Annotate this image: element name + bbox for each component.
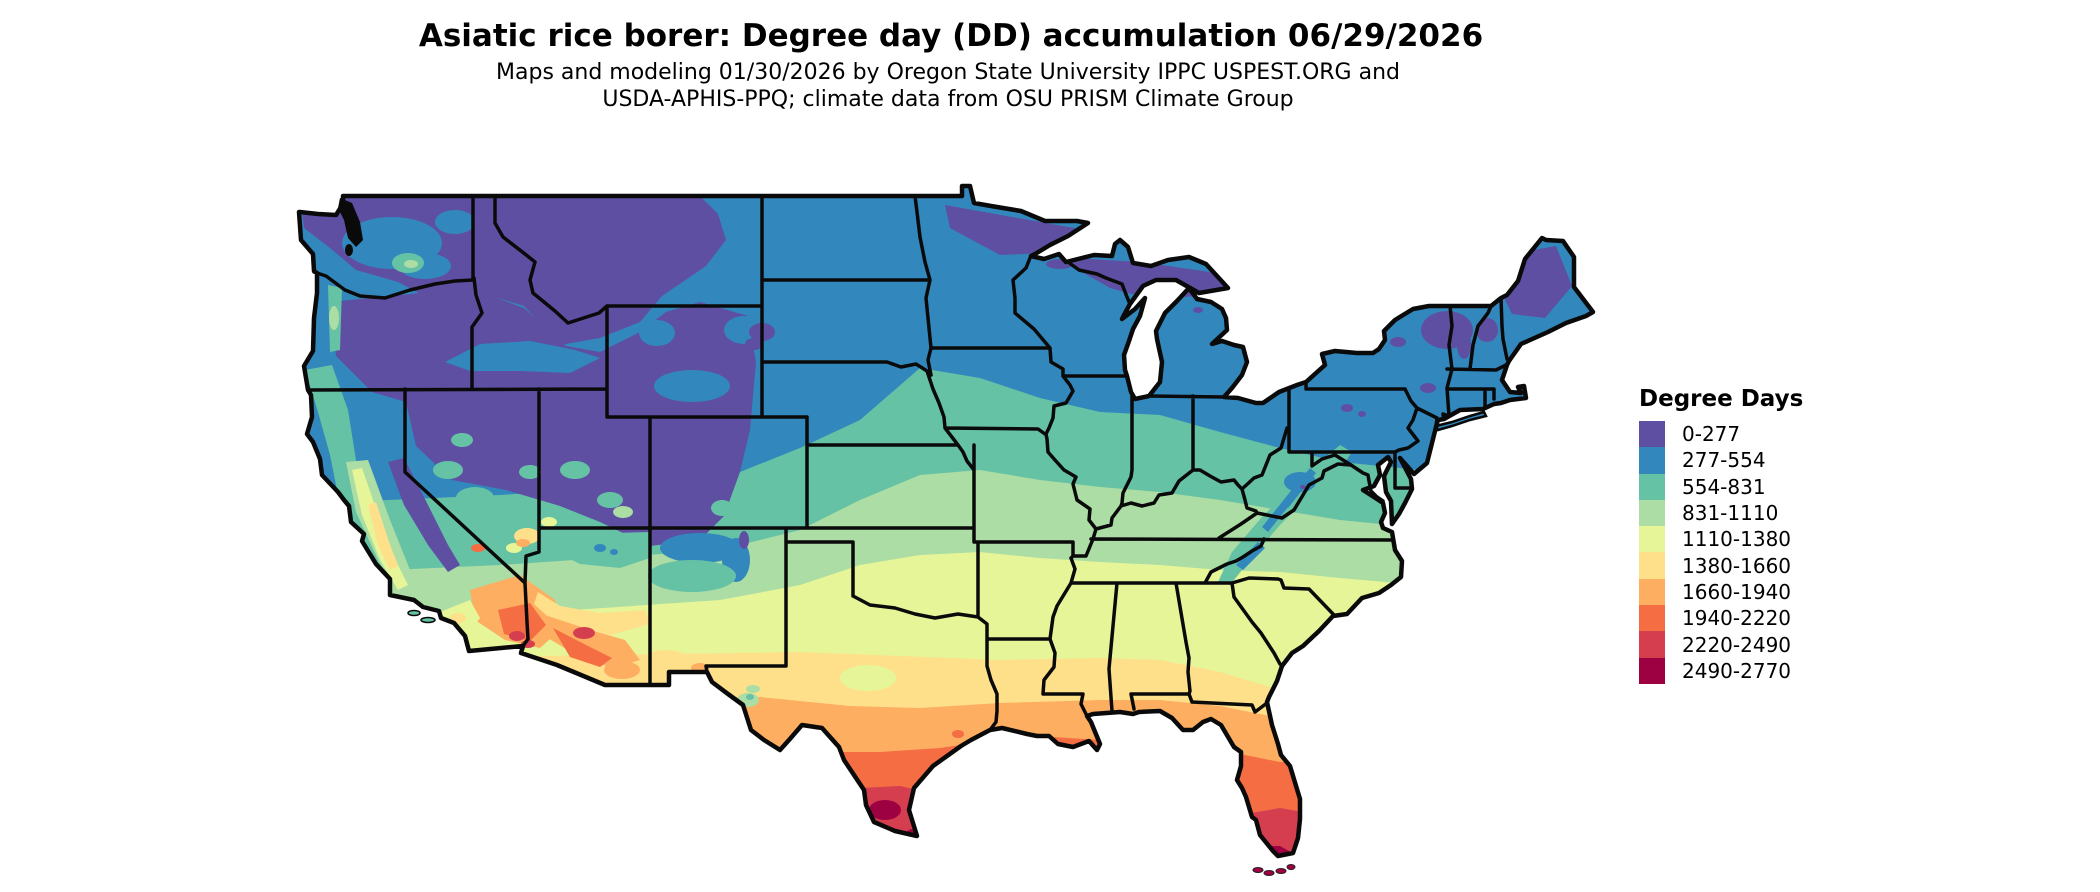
- legend-item: 1110-1380: [1639, 526, 1803, 553]
- legend-title: Degree Days: [1639, 386, 1804, 412]
- tug-hill: [1390, 337, 1406, 347]
- legend-item: 1660-1940: [1639, 578, 1803, 606]
- guadalupe-mtns: [746, 685, 760, 693]
- degree-day-raster: [299, 186, 1593, 856]
- nv-valley-5: [451, 433, 473, 447]
- legend-swatch-1110-1380: [1639, 526, 1665, 553]
- flagstaff-cold: [594, 544, 606, 552]
- band-2220-2490: [299, 786, 1593, 856]
- legend-label: 2220-2490: [1682, 632, 1792, 657]
- ut-valley-1: [560, 461, 590, 479]
- bighorn-basin: [639, 320, 675, 346]
- nv-valley-3: [493, 506, 523, 524]
- puget-sound-south: [345, 244, 353, 256]
- socal-inland: [450, 613, 466, 623]
- long-island: [1434, 410, 1488, 432]
- mogollon-rim: [580, 566, 650, 590]
- legend: Degree Days 0-277 277-554 554-831 831-11…: [1639, 386, 1803, 684]
- state-borders: [306, 194, 1509, 732]
- catskills: [1420, 383, 1436, 393]
- legend-item: 277-554: [1639, 447, 1803, 474]
- legend-swatch-2490-2770: [1639, 657, 1665, 684]
- nm-sw-warm: [644, 650, 688, 670]
- virgin-river-hot: [516, 539, 530, 547]
- legend-label: 1110-1380: [1682, 527, 1792, 552]
- wyoming-basin: [654, 370, 730, 402]
- nm-north-mtns: [660, 533, 740, 563]
- nv-valley-1: [433, 461, 463, 479]
- legend-swatch-831-1110: [1639, 499, 1665, 527]
- channel-island-1: [407, 609, 421, 617]
- subtitle-line-1: Maps and modeling 01/30/2026 by Oregon S…: [496, 60, 1400, 85]
- legend-swatch-554-831: [1639, 473, 1665, 500]
- nm-highlands: [648, 560, 736, 592]
- hot-spot-rio-grande: [869, 800, 901, 820]
- legend-swatch-2220-2490: [1639, 631, 1665, 658]
- snake-river-plain: [445, 341, 600, 373]
- se-az-warm: [604, 661, 640, 679]
- legend-label: 1380-1660: [1682, 553, 1792, 578]
- legend-label: 1940-2220: [1682, 606, 1792, 631]
- legend-item: 2490-2770: [1639, 657, 1803, 684]
- az-desert: [545, 615, 640, 668]
- ut-canyon: [613, 506, 633, 518]
- ut-valley-2: [597, 492, 623, 508]
- legend-label: 1660-1940: [1682, 579, 1792, 604]
- nv-valley-4: [519, 465, 541, 479]
- davis-core: [746, 694, 754, 700]
- death-valley: [471, 544, 485, 552]
- legend-label: 277-554: [1682, 448, 1766, 473]
- st-george: [541, 517, 557, 527]
- san-luis-valley: [711, 500, 733, 516]
- legend-label: 2490-2770: [1682, 658, 1792, 683]
- legend-item: 1940-2220: [1639, 605, 1803, 632]
- houston-hot: [952, 730, 964, 738]
- legend-label: 831-1110: [1682, 501, 1779, 526]
- florida-keys: [1252, 864, 1296, 876]
- willamette-core: [329, 306, 339, 330]
- pa-plateau-cold-1: [1341, 404, 1353, 412]
- okanogan-valley: [435, 210, 475, 234]
- low-desert: [498, 603, 546, 641]
- blue-ridge-streak-2: [1282, 468, 1316, 508]
- legend-swatch-1940-2220: [1639, 605, 1665, 632]
- nv-valley-2: [456, 487, 494, 509]
- puget-sound: [338, 198, 363, 247]
- legend-swatch-0-277: [1639, 421, 1665, 448]
- legend-item: 2220-2490: [1639, 631, 1803, 658]
- az-hot-core: [553, 628, 612, 667]
- channel-island-2: [420, 616, 436, 624]
- sierra-nevada: [388, 458, 460, 572]
- legend-item: 0-277: [1639, 421, 1803, 448]
- legend-swatch-277-554: [1639, 447, 1665, 474]
- edwards-plateau: [840, 665, 896, 691]
- page-title: Asiatic rice borer: Degree day (DD) accu…: [418, 18, 1484, 54]
- pa-plateau-cold-2: [1358, 411, 1366, 417]
- band-1940-2220: [299, 735, 1593, 856]
- page-subtitle: Maps and modeling 01/30/2026 by Oregon S…: [0, 59, 1896, 113]
- n-lp-cold-2: [1193, 307, 1203, 313]
- green-mtns: [1457, 331, 1471, 359]
- white-mtns-cold: [610, 549, 618, 555]
- legend-item: 1380-1660: [1639, 552, 1803, 579]
- imperial-valley: [509, 631, 525, 641]
- legend-label: 0-277: [1682, 422, 1741, 447]
- legend-item: 554-831: [1639, 473, 1803, 500]
- legend-swatch-1380-1660: [1639, 552, 1665, 579]
- san-joaquin-core: [368, 502, 398, 570]
- phoenix-hot: [573, 627, 595, 639]
- yakima-core: [404, 260, 418, 268]
- legend-swatch-1660-1940: [1639, 578, 1665, 606]
- legend-item: 831-1110: [1639, 499, 1803, 527]
- black-hills-s: [745, 338, 763, 350]
- band-1380-1660: [299, 652, 1593, 856]
- band-1660-1940: [299, 697, 1593, 856]
- sangre-crest: [739, 531, 749, 549]
- legend-label: 554-831: [1682, 474, 1766, 499]
- subtitle-line-2: USDA-APHIS-PPQ; climate data from OSU PR…: [602, 87, 1294, 112]
- spruce-knob-cold: [1300, 485, 1306, 489]
